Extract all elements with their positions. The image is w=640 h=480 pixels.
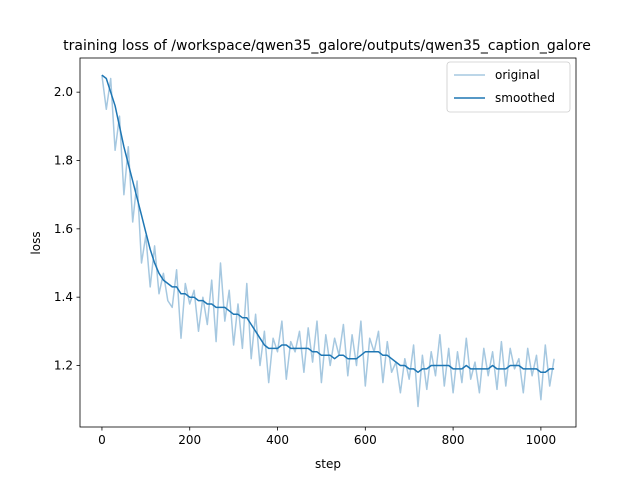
- x-tick-label: 1000: [526, 433, 557, 447]
- axes-frame: [79, 57, 577, 428]
- x-axis-label: step: [315, 457, 341, 471]
- plot-area: 0 200 400 600 800 1000 1.2 1.4 1.6 1.8 2.0: [54, 57, 577, 447]
- y-axis-label: loss: [29, 231, 43, 254]
- y-tick-label: 1.4: [54, 290, 73, 304]
- y-tick-label: 1.8: [54, 154, 73, 168]
- legend-label-original: original: [495, 68, 540, 82]
- x-tick-label: 600: [354, 433, 377, 447]
- y-tick-label: 2.0: [54, 85, 73, 99]
- x-tick-label: 800: [442, 433, 465, 447]
- x-tick-label: 400: [266, 433, 289, 447]
- legend: original smoothed: [446, 61, 571, 113]
- series-line-original: [101, 75, 555, 408]
- x-tick-label: 200: [178, 433, 201, 447]
- legend-label-smoothed: smoothed: [495, 91, 555, 105]
- x-tick-label: 0: [98, 433, 106, 447]
- y-tick-label: 1.2: [54, 359, 73, 373]
- tick-layer: 0 200 400 600 800 1000 1.2 1.4 1.6 1.8 2.0: [54, 85, 556, 447]
- series-layer: [101, 74, 555, 408]
- series-line-smoothed: [101, 74, 555, 374]
- y-tick-label: 1.6: [54, 222, 73, 236]
- chart-title: training loss of /workspace/qwen35_galor…: [63, 38, 591, 54]
